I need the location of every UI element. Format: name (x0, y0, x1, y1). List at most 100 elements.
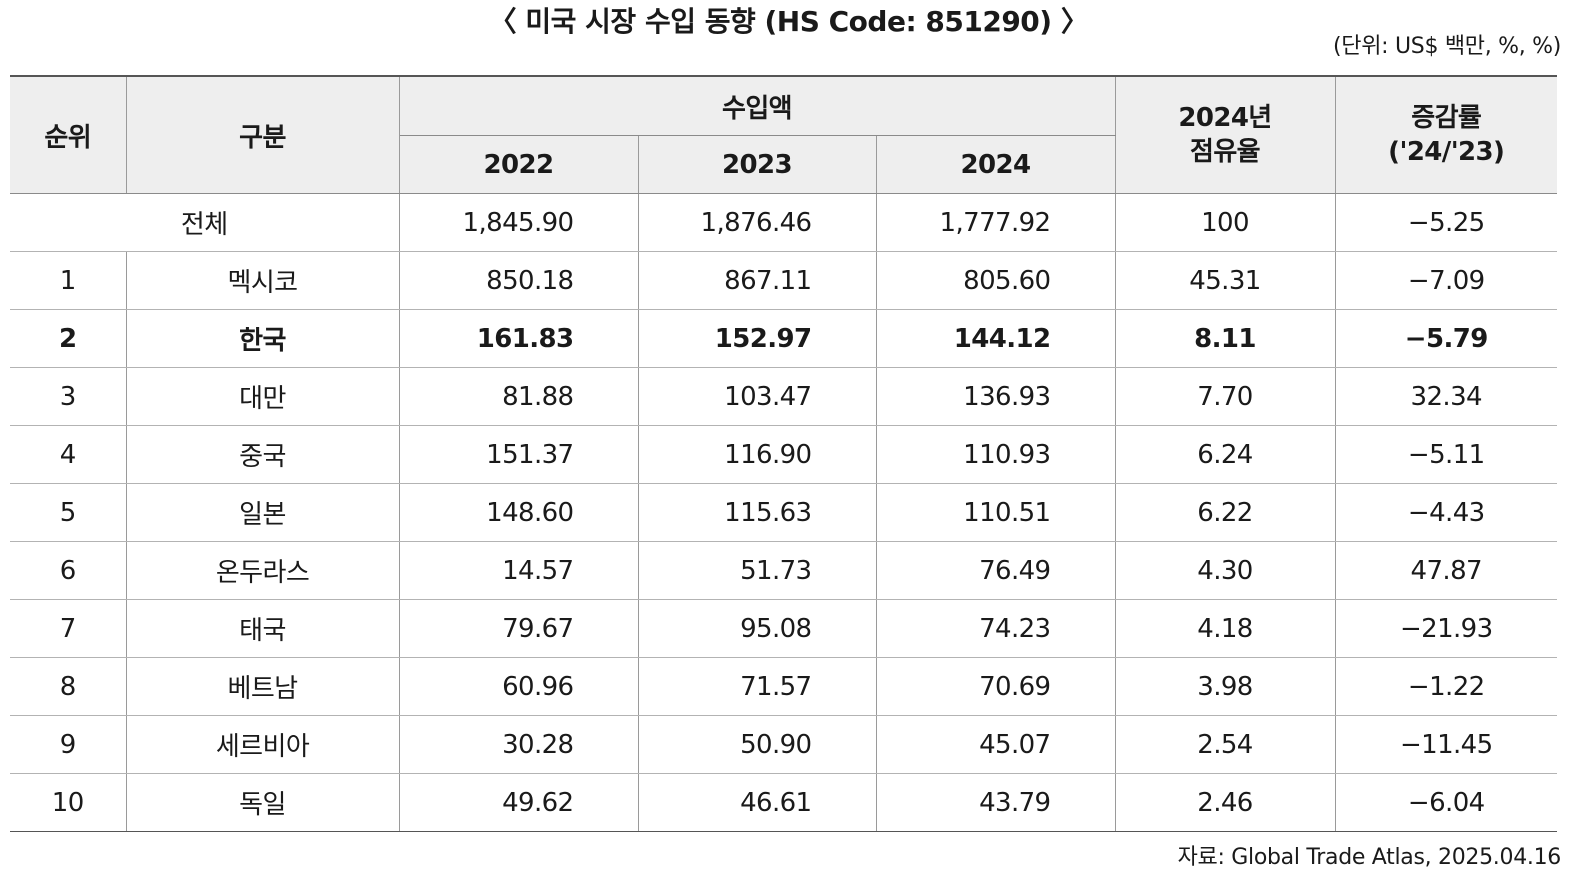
cell-rank: 9 (10, 715, 127, 774)
cell-country: 중국 (125, 425, 400, 484)
table-row-total: 전체 1,845.90 1,876.46 1,777.92 100 −5.25 (10, 193, 1557, 252)
cell-2024: 43.79 (875, 773, 1116, 832)
table-row: 2 한국 161.83 152.97 144.12 8.11 −5.79 (10, 309, 1557, 368)
cell-change: −6.04 (1334, 773, 1557, 832)
cell-rank: 6 (10, 541, 127, 600)
cell-2022: 850.18 (398, 251, 639, 310)
cell-country: 한국 (125, 309, 400, 368)
header-share: 2024년 점유율 (1114, 76, 1336, 194)
cell-change: −21.93 (1334, 599, 1557, 658)
cell-2024: 110.93 (875, 425, 1116, 484)
cell-change: 32.34 (1334, 367, 1557, 426)
total-label: 전체 (10, 193, 400, 252)
cell-share: 6.24 (1114, 425, 1336, 484)
cell-change: −7.09 (1334, 251, 1557, 310)
cell-2022: 161.83 (398, 309, 639, 368)
cell-country: 일본 (125, 483, 400, 542)
cell-share: 4.18 (1114, 599, 1336, 658)
cell-country: 대만 (125, 367, 400, 426)
table-row: 9 세르비아 30.28 50.90 45.07 2.54 −11.45 (10, 715, 1557, 774)
cell-2022: 79.67 (398, 599, 639, 658)
table-row: 4 중국 151.37 116.90 110.93 6.24 −5.11 (10, 425, 1557, 484)
cell-share: 8.11 (1114, 309, 1336, 368)
cell-2023: 50.90 (637, 715, 877, 774)
cell-rank: 4 (10, 425, 127, 484)
cell-2022: 151.37 (398, 425, 639, 484)
cell-country: 독일 (125, 773, 400, 832)
cell-2022: 30.28 (398, 715, 639, 774)
cell-share: 2.46 (1114, 773, 1336, 832)
table-title: 〈 미국 시장 수입 동향 (HS Code: 851290) 〉 (488, 5, 1089, 38)
cell-2022: 60.96 (398, 657, 639, 716)
cell-rank: 2 (10, 309, 127, 368)
cell-2023: 71.57 (637, 657, 877, 716)
cell-2024: 74.23 (875, 599, 1116, 658)
table-header: 순위 구분 수입액 2024년 점유율 증감률 ('24/'23) 2022 2… (10, 76, 1557, 194)
header-change-line1: 증감률 (1411, 103, 1482, 133)
cell-country: 태국 (125, 599, 400, 658)
cell-change: −11.45 (1334, 715, 1557, 774)
cell-country: 멕시코 (125, 251, 400, 310)
cell-2024: 70.69 (875, 657, 1116, 716)
cell-2024: 805.60 (875, 251, 1116, 310)
cell-rank: 8 (10, 657, 127, 716)
table-row: 8 베트남 60.96 71.57 70.69 3.98 −1.22 (10, 657, 1557, 716)
cell-country: 온두라스 (125, 541, 400, 600)
total-2024: 1,777.92 (875, 193, 1116, 252)
total-share: 100 (1114, 193, 1336, 252)
table-row: 5 일본 148.60 115.63 110.51 6.22 −4.43 (10, 483, 1557, 542)
source-note: 자료: Global Trade Atlas, 2025.04.16 (1177, 845, 1562, 870)
cell-2022: 81.88 (398, 367, 639, 426)
cell-2024: 136.93 (875, 367, 1116, 426)
table-row: 10 독일 49.62 46.61 43.79 2.46 −6.04 (10, 773, 1557, 832)
cell-2023: 103.47 (637, 367, 877, 426)
cell-2023: 51.73 (637, 541, 877, 600)
cell-2023: 116.90 (637, 425, 877, 484)
cell-2024: 110.51 (875, 483, 1116, 542)
table-body: 전체 1,845.90 1,876.46 1,777.92 100 −5.25 … (10, 193, 1557, 832)
header-year-2023: 2023 (637, 135, 877, 194)
cell-2023: 867.11 (637, 251, 877, 310)
table-row: 7 태국 79.67 95.08 74.23 4.18 −21.93 (10, 599, 1557, 658)
cell-2023: 46.61 (637, 773, 877, 832)
cell-rank: 5 (10, 483, 127, 542)
cell-change: −4.43 (1334, 483, 1557, 542)
cell-share: 2.54 (1114, 715, 1336, 774)
header-change: 증감률 ('24/'23) (1334, 76, 1557, 194)
total-2023: 1,876.46 (637, 193, 877, 252)
cell-2024: 76.49 (875, 541, 1116, 600)
table-row: 3 대만 81.88 103.47 136.93 7.70 32.34 (10, 367, 1557, 426)
header-import-value: 수입액 (398, 76, 1116, 136)
cell-rank: 7 (10, 599, 127, 658)
header-change-line2: ('24/'23) (1388, 137, 1505, 167)
cell-change: −5.79 (1334, 309, 1557, 368)
header-share-line2: 점유율 (1190, 137, 1261, 167)
cell-share: 7.70 (1114, 367, 1336, 426)
header-share-line1: 2024년 (1178, 103, 1272, 133)
cell-share: 4.30 (1114, 541, 1336, 600)
table-row: 1 멕시코 850.18 867.11 805.60 45.31 −7.09 (10, 251, 1557, 310)
cell-2023: 115.63 (637, 483, 877, 542)
header-rank: 순위 (10, 76, 127, 194)
cell-rank: 1 (10, 251, 127, 310)
header-year-2022: 2022 (399, 135, 639, 194)
cell-change: 47.87 (1334, 541, 1557, 600)
header-year-2024: 2024 (875, 135, 1115, 194)
unit-note: (단위: US$ 백만, %, %) (1333, 34, 1561, 59)
cell-rank: 10 (10, 773, 127, 832)
total-2022: 1,845.90 (398, 193, 639, 252)
cell-share: 3.98 (1114, 657, 1336, 716)
cell-2024: 144.12 (875, 309, 1116, 368)
cell-2022: 148.60 (398, 483, 639, 542)
cell-country: 베트남 (125, 657, 400, 716)
table-row: 6 온두라스 14.57 51.73 76.49 4.30 47.87 (10, 541, 1557, 600)
cell-2022: 14.57 (398, 541, 639, 600)
cell-change: −1.22 (1334, 657, 1557, 716)
cell-share: 6.22 (1114, 483, 1336, 542)
import-trend-table: 순위 구분 수입액 2024년 점유율 증감률 ('24/'23) 2022 2… (10, 75, 1557, 832)
cell-2023: 152.97 (637, 309, 877, 368)
cell-2022: 49.62 (398, 773, 639, 832)
cell-2024: 45.07 (875, 715, 1116, 774)
header-category: 구분 (125, 76, 400, 194)
cell-2023: 95.08 (637, 599, 877, 658)
